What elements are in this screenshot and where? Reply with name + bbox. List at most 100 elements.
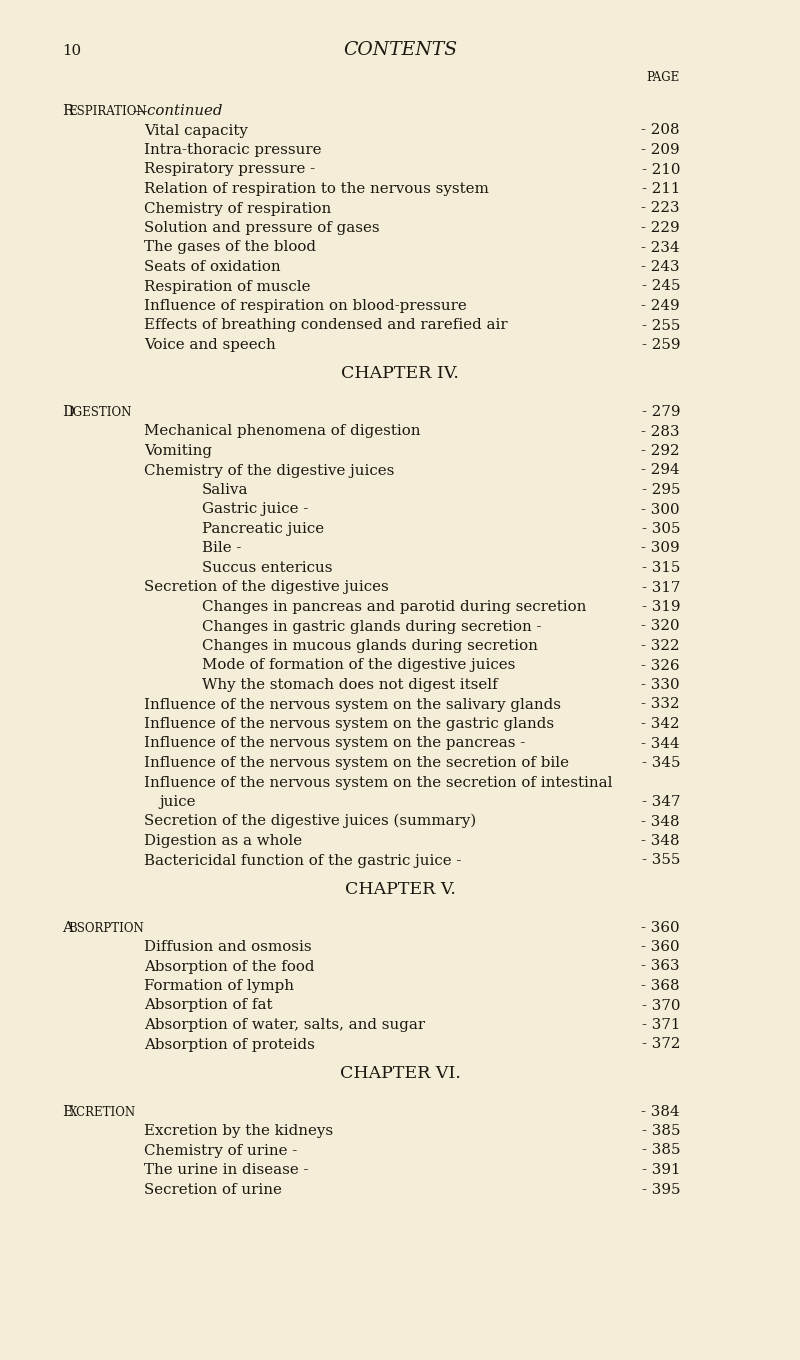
Text: - 234: - 234 xyxy=(642,241,680,254)
Text: - 345: - 345 xyxy=(642,756,680,770)
Text: - 295: - 295 xyxy=(642,483,680,496)
Text: - 348: - 348 xyxy=(642,815,680,828)
Text: Secretion of the digestive juices: Secretion of the digestive juices xyxy=(144,581,389,594)
Text: - 363: - 363 xyxy=(642,960,680,974)
Text: Influence of the nervous system on the secretion of bile: Influence of the nervous system on the s… xyxy=(144,756,569,770)
Text: - 208: - 208 xyxy=(642,124,680,137)
Text: CHAPTER IV.: CHAPTER IV. xyxy=(341,366,459,382)
Text: Influence of the nervous system on the salivary glands: Influence of the nervous system on the s… xyxy=(144,698,561,711)
Text: - 384: - 384 xyxy=(642,1104,680,1118)
Text: 10: 10 xyxy=(62,44,81,58)
Text: XCRETION: XCRETION xyxy=(69,1106,136,1118)
Text: Absorption of the food: Absorption of the food xyxy=(144,960,314,974)
Text: - 348: - 348 xyxy=(642,834,680,849)
Text: - 245: - 245 xyxy=(642,280,680,294)
Text: Effects of breathing condensed and rarefied air: Effects of breathing condensed and raref… xyxy=(144,318,508,332)
Text: R: R xyxy=(62,103,74,118)
Text: The gases of the blood: The gases of the blood xyxy=(144,241,316,254)
Text: - 342: - 342 xyxy=(642,717,680,732)
Text: Chemistry of the digestive juices: Chemistry of the digestive juices xyxy=(144,464,394,477)
Text: Succus entericus: Succus entericus xyxy=(202,560,333,575)
Text: Chemistry of urine -: Chemistry of urine - xyxy=(144,1144,298,1157)
Text: - 309: - 309 xyxy=(642,541,680,555)
Text: - 229: - 229 xyxy=(642,220,680,235)
Text: - 210: - 210 xyxy=(642,162,680,177)
Text: Influence of the nervous system on the pancreas -: Influence of the nervous system on the p… xyxy=(144,737,526,751)
Text: - 317: - 317 xyxy=(642,581,680,594)
Text: D: D xyxy=(62,405,74,419)
Text: - 332: - 332 xyxy=(642,698,680,711)
Text: Formation of lymph: Formation of lymph xyxy=(144,979,294,993)
Text: - 294: - 294 xyxy=(642,464,680,477)
Text: - 305: - 305 xyxy=(642,522,680,536)
Text: - 259: - 259 xyxy=(642,339,680,352)
Text: - 370: - 370 xyxy=(642,998,680,1012)
Text: - 255: - 255 xyxy=(642,318,680,332)
Text: juice: juice xyxy=(159,796,195,809)
Text: Secretion of the digestive juices (summary): Secretion of the digestive juices (summa… xyxy=(144,815,476,828)
Text: Chemistry of respiration: Chemistry of respiration xyxy=(144,201,331,215)
Text: Gastric juice -: Gastric juice - xyxy=(202,502,308,517)
Text: Vomiting: Vomiting xyxy=(144,443,212,458)
Text: Bactericidal function of the gastric juice -: Bactericidal function of the gastric jui… xyxy=(144,854,462,868)
Text: Intra-thoracic pressure: Intra-thoracic pressure xyxy=(144,143,322,156)
Text: - 385: - 385 xyxy=(642,1144,680,1157)
Text: Saliva: Saliva xyxy=(202,483,249,496)
Text: - 223: - 223 xyxy=(642,201,680,215)
Text: E: E xyxy=(62,1104,73,1118)
Text: Mechanical phenomena of digestion: Mechanical phenomena of digestion xyxy=(144,424,421,438)
Text: Changes in gastric glands during secretion -: Changes in gastric glands during secreti… xyxy=(202,620,542,634)
Text: - 211: - 211 xyxy=(642,182,680,196)
Text: - 319: - 319 xyxy=(642,600,680,613)
Text: Respiratory pressure -: Respiratory pressure - xyxy=(144,162,315,177)
Text: - 360: - 360 xyxy=(642,921,680,934)
Text: Mode of formation of the digestive juices: Mode of formation of the digestive juice… xyxy=(202,658,515,672)
Text: ESPIRATION: ESPIRATION xyxy=(69,105,147,118)
Text: A: A xyxy=(62,921,73,934)
Text: Respiration of muscle: Respiration of muscle xyxy=(144,280,310,294)
Text: Changes in pancreas and parotid during secretion: Changes in pancreas and parotid during s… xyxy=(202,600,586,613)
Text: - 330: - 330 xyxy=(642,679,680,692)
Text: PAGE: PAGE xyxy=(646,71,680,84)
Text: Absorption of proteids: Absorption of proteids xyxy=(144,1038,315,1051)
Text: - 322: - 322 xyxy=(642,639,680,653)
Text: - 300: - 300 xyxy=(642,502,680,517)
Text: - 368: - 368 xyxy=(642,979,680,993)
Text: - 372: - 372 xyxy=(642,1038,680,1051)
Text: Voice and speech: Voice and speech xyxy=(144,339,276,352)
Text: - 209: - 209 xyxy=(642,143,680,156)
Text: CHAPTER VI.: CHAPTER VI. xyxy=(339,1065,461,1083)
Text: - 344: - 344 xyxy=(642,737,680,751)
Text: - 320: - 320 xyxy=(642,620,680,634)
Text: Influence of respiration on blood-pressure: Influence of respiration on blood-pressu… xyxy=(144,299,466,313)
Text: IGESTION: IGESTION xyxy=(69,407,132,419)
Text: Excretion by the kidneys: Excretion by the kidneys xyxy=(144,1123,333,1138)
Text: - 315: - 315 xyxy=(642,560,680,575)
Text: Digestion as a whole: Digestion as a whole xyxy=(144,834,302,849)
Text: - 385: - 385 xyxy=(642,1123,680,1138)
Text: - 279: - 279 xyxy=(642,405,680,419)
Text: Solution and pressure of gases: Solution and pressure of gases xyxy=(144,220,380,235)
Text: Absorption of water, salts, and sugar: Absorption of water, salts, and sugar xyxy=(144,1019,425,1032)
Text: Vital capacity: Vital capacity xyxy=(144,124,248,137)
Text: Diffusion and osmosis: Diffusion and osmosis xyxy=(144,940,312,953)
Text: - 391: - 391 xyxy=(642,1163,680,1176)
Text: BSORPTION: BSORPTION xyxy=(69,922,145,934)
Text: - 249: - 249 xyxy=(642,299,680,313)
Text: Bile -: Bile - xyxy=(202,541,242,555)
Text: Why the stomach does not digest itself: Why the stomach does not digest itself xyxy=(202,679,498,692)
Text: - 395: - 395 xyxy=(642,1182,680,1197)
Text: Secretion of urine: Secretion of urine xyxy=(144,1182,282,1197)
Text: Influence of the nervous system on the secretion of intestinal: Influence of the nervous system on the s… xyxy=(144,775,613,790)
Text: Relation of respiration to the nervous system: Relation of respiration to the nervous s… xyxy=(144,182,489,196)
Text: —continued: —continued xyxy=(132,103,223,118)
Text: CONTENTS: CONTENTS xyxy=(343,41,457,58)
Text: Absorption of fat: Absorption of fat xyxy=(144,998,273,1012)
Text: - 283: - 283 xyxy=(642,424,680,438)
Text: Changes in mucous glands during secretion: Changes in mucous glands during secretio… xyxy=(202,639,538,653)
Text: - 243: - 243 xyxy=(642,260,680,273)
Text: Pancreatic juice: Pancreatic juice xyxy=(202,522,324,536)
Text: CHAPTER V.: CHAPTER V. xyxy=(345,881,455,898)
Text: - 292: - 292 xyxy=(642,443,680,458)
Text: The urine in disease -: The urine in disease - xyxy=(144,1163,309,1176)
